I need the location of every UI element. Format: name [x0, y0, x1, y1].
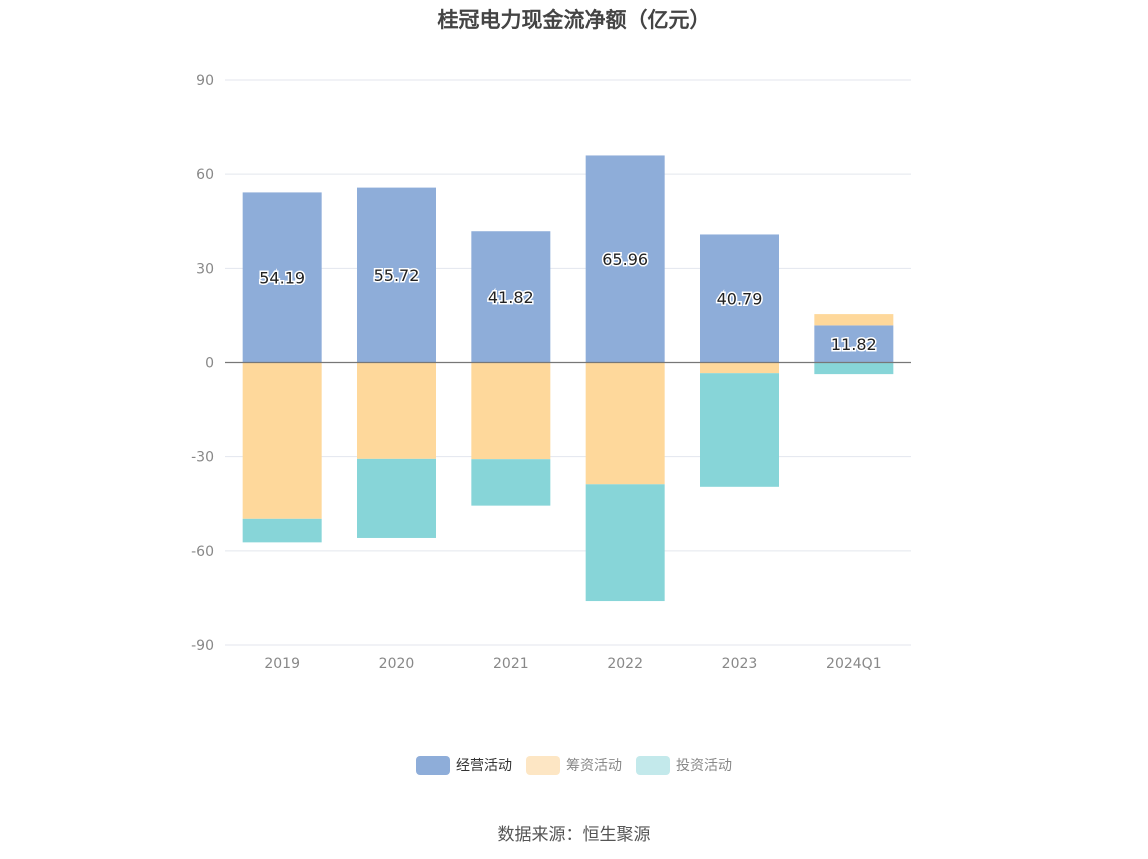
- data-label-2024Q1: 11.82: [831, 335, 877, 354]
- x-tick-label-2021: 2021: [493, 656, 529, 672]
- data-label-2022: 65.96: [602, 250, 648, 269]
- data-label-2019: 54.19: [259, 268, 305, 287]
- y-tick-label-2: 30: [196, 261, 214, 277]
- legend-swatch-financing: [526, 755, 560, 775]
- bar-2021-经营活动[interactable]: [471, 231, 551, 363]
- chart-title: 桂冠电力现金流净额（亿元）: [437, 8, 711, 32]
- legend-swatch-investing: [636, 755, 670, 775]
- bar-2023-投资活动[interactable]: [700, 373, 779, 487]
- x-tick-label-2022: 2022: [607, 656, 643, 672]
- legend-label-financing: 筹资活动: [566, 758, 622, 774]
- y-tick-label-3: 0: [205, 356, 214, 372]
- data-label-2021: 41.82: [488, 288, 534, 307]
- bar-2021-筹资活动[interactable]: [471, 362, 551, 460]
- y-tick-label-6: -90: [191, 638, 214, 654]
- bar-2023-筹资活动[interactable]: [700, 362, 779, 374]
- bar-2024Q1-筹资活动[interactable]: [814, 314, 894, 326]
- legend: 经营活动 筹资活动 投资活动: [0, 755, 1148, 775]
- x-tick-label-2023: 2023: [722, 656, 758, 672]
- legend-label-investing: 投资活动: [676, 758, 732, 774]
- chart-area: 90 60 30 0 -30 -60 -90 2019 2020 2021 2022 2023 2024…: [191, 73, 911, 672]
- bar-2020-投资活动[interactable]: [357, 458, 436, 538]
- x-tick-label-2020: 2020: [379, 656, 415, 672]
- bar-2021-投资活动[interactable]: [471, 459, 551, 506]
- bar-2024Q1-经营活动[interactable]: [814, 325, 894, 363]
- y-tick-label-0: 90: [196, 73, 214, 89]
- bar-2020-筹资活动[interactable]: [357, 362, 436, 459]
- legend-item-financing[interactable]: 筹资活动: [526, 755, 622, 775]
- bar-2023-经营活动[interactable]: [700, 234, 779, 363]
- bar-2019-投资活动[interactable]: [242, 518, 322, 543]
- x-tick-label-2024Q1: 2024Q1: [826, 656, 882, 672]
- legend-label-operating: 经营活动: [456, 758, 512, 774]
- bar-2022-经营活动[interactable]: [585, 155, 665, 363]
- data-source: 数据来源：恒生聚源: [497, 825, 651, 845]
- y-tick-label-4: -30: [191, 450, 214, 466]
- bar-2022-投资活动[interactable]: [585, 484, 665, 602]
- y-tick-label-5: -60: [191, 544, 214, 560]
- legend-item-operating[interactable]: 经营活动: [416, 755, 512, 775]
- data-label-2023: 40.79: [717, 289, 763, 308]
- data-label-2020: 55.72: [374, 266, 420, 285]
- bar-2024Q1-投资活动[interactable]: [814, 362, 894, 375]
- y-tick-label-1: 60: [196, 167, 214, 183]
- bar-2019-经营活动[interactable]: [242, 192, 322, 363]
- x-tick-label-2019: 2019: [264, 656, 300, 672]
- bar-2020-经营活动[interactable]: [357, 187, 436, 363]
- bar-2022-筹资活动[interactable]: [585, 362, 665, 485]
- legend-item-investing[interactable]: 投资活动: [636, 755, 732, 775]
- bar-2019-筹资活动[interactable]: [242, 362, 322, 519]
- legend-swatch-operating: [416, 755, 450, 775]
